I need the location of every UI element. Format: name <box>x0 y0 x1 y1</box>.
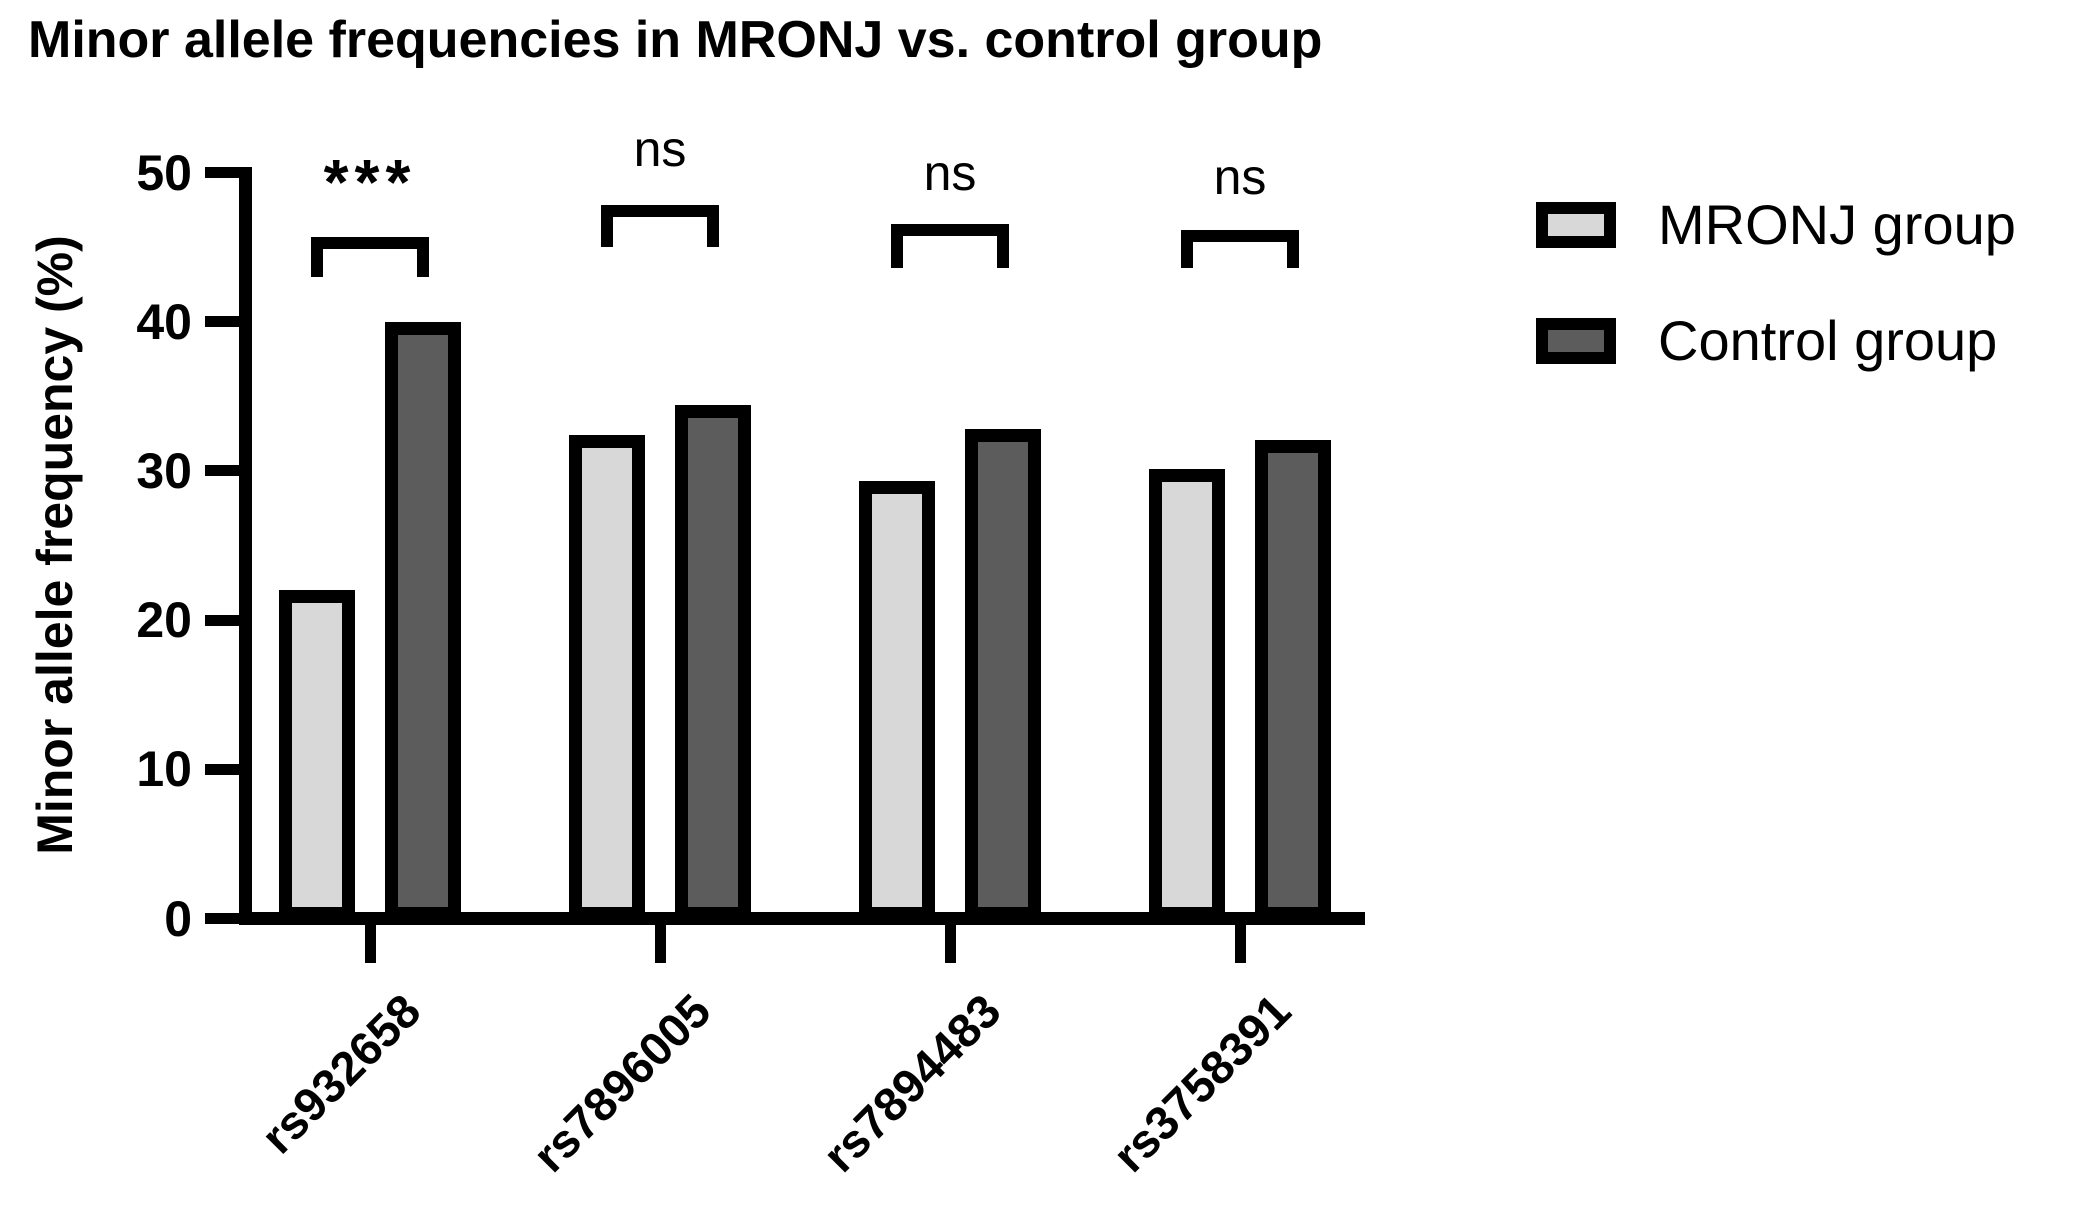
y-tick-label: 0 <box>164 890 192 947</box>
x-tick <box>364 925 376 963</box>
significance-label: ns <box>923 145 977 201</box>
bar-mronj-group-rs7896005 <box>569 435 645 921</box>
legend-swatch-control-group <box>1536 318 1616 364</box>
significance-label: *** <box>323 146 417 218</box>
significance-bracket <box>601 205 719 247</box>
bar-mronj-group-rs7894483 <box>859 481 935 921</box>
x-category-label: rs932658 <box>250 983 431 1164</box>
x-category-label: rs7896005 <box>521 983 721 1182</box>
bar-mronj-group-rs932658 <box>279 590 355 921</box>
x-tick <box>1234 925 1246 963</box>
y-tick-label: 20 <box>136 592 192 649</box>
legend-swatch-mronj-group <box>1536 202 1616 248</box>
x-axis-line <box>239 912 1365 925</box>
y-tick <box>205 167 239 178</box>
y-tick-label: 30 <box>136 442 192 499</box>
y-tick-label: 50 <box>136 144 192 201</box>
significance-bracket <box>1181 230 1299 268</box>
y-tick <box>205 316 239 328</box>
x-category-label: rs7894483 <box>811 983 1011 1182</box>
x-category-label: rs3758391 <box>1101 983 1301 1182</box>
bar-control-group-rs7896005 <box>675 405 751 921</box>
legend-label-mronj-group: MRONJ group <box>1658 193 2016 256</box>
bar-control-group-rs932658 <box>385 321 461 921</box>
y-tick <box>205 614 239 626</box>
bar-control-group-rs3758391 <box>1255 439 1331 921</box>
y-tick-label: 40 <box>136 293 192 350</box>
significance-label: ns <box>1213 149 1267 205</box>
y-axis-line <box>239 167 252 925</box>
significance-bracket <box>311 237 429 277</box>
x-tick <box>944 925 956 963</box>
chart-title: Minor allele frequencies in MRONJ vs. co… <box>28 11 1323 69</box>
significance-bracket <box>891 224 1009 268</box>
y-tick <box>205 465 239 477</box>
x-tick <box>654 925 666 963</box>
y-tick <box>205 913 239 924</box>
y-tick-label: 10 <box>136 741 192 798</box>
legend-label-control-group: Control group <box>1658 309 1998 372</box>
y-tick <box>205 763 239 775</box>
bar-mronj-group-rs3758391 <box>1149 469 1225 921</box>
bar-control-group-rs7894483 <box>965 429 1041 921</box>
significance-label: ns <box>633 121 687 177</box>
